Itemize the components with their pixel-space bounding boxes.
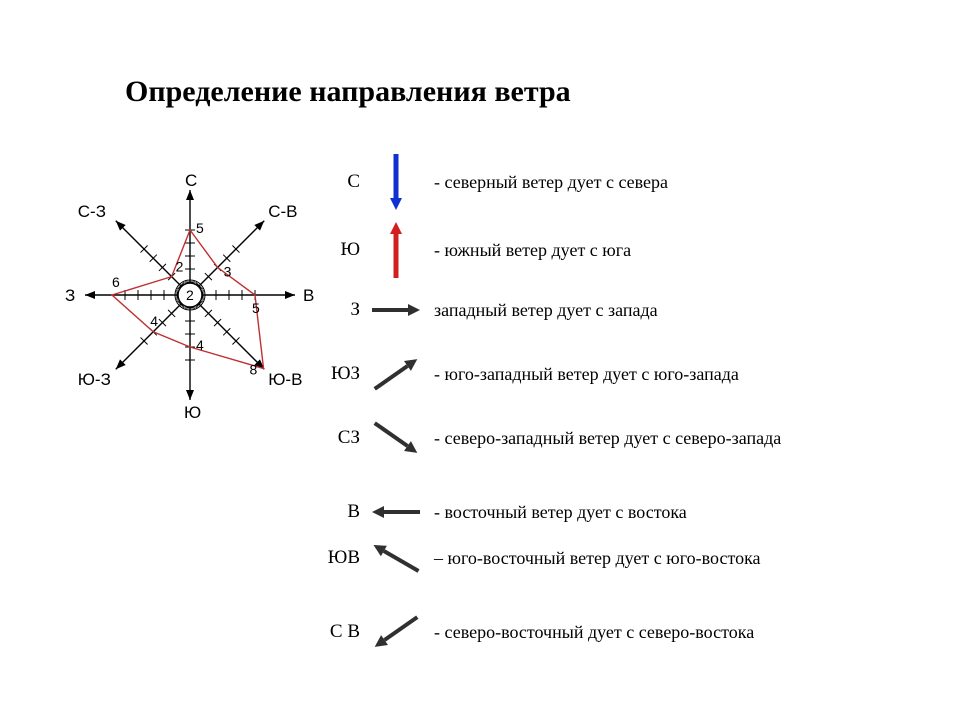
windrose-center-label: 2 xyxy=(186,287,194,303)
legend-label: ЮВ xyxy=(320,547,366,569)
legend-arrow xyxy=(366,418,426,458)
legend-text: – юго-восточный ветер дует с юго-востока xyxy=(426,548,761,569)
windrose-value: 4 xyxy=(196,337,204,353)
legend-row-z: Ззападный ветер дует с запада xyxy=(320,290,940,330)
legend-arrow xyxy=(366,148,426,216)
windrose-axis-label: Ю xyxy=(184,403,201,422)
page-title: Определение направления ветра xyxy=(125,75,571,109)
windrose-axis-label: Ю-З xyxy=(78,370,111,389)
windrose-value: 5 xyxy=(252,300,260,316)
legend-arrow xyxy=(366,492,426,532)
windrose-value: 3 xyxy=(224,263,232,279)
legend-row-v: В - восточный ветер дует с востока xyxy=(320,492,940,532)
windrose-axis-label: В xyxy=(303,286,314,305)
legend-label: ЮЗ xyxy=(320,363,366,385)
windrose-axis-label: С xyxy=(185,171,197,190)
legend-text: - южный ветер дует с юга xyxy=(426,240,631,261)
legend-label: СЗ xyxy=(320,427,366,449)
legend-text: - восточный ветер дует с востока xyxy=(426,502,687,523)
legend-arrow xyxy=(366,216,426,284)
legend-row-c: С - северный ветер дует с севера xyxy=(320,148,940,216)
legend-arrow xyxy=(366,354,426,394)
windrose-diagram: С С-В В Ю-В Ю Ю-З З С-З 5 3 5 8 4 4 6 22 xyxy=(50,150,330,440)
legend-label: В xyxy=(320,501,366,523)
windrose-value: 4 xyxy=(150,313,158,329)
legend-row-uz: ЮЗ - юго-западный ветер дует с юго-запада xyxy=(320,354,940,394)
windrose-axis-label: Ю-В xyxy=(268,370,302,389)
legend-label: С xyxy=(320,171,366,193)
legend-row-cz: СЗ - северо-западный ветер дует с северо-… xyxy=(320,418,940,458)
legend-text: западный ветер дует с запада xyxy=(426,300,658,321)
legend-row-uv: ЮВ – юго-восточный ветер дует с юго-восто… xyxy=(320,538,940,578)
legend-text: - северо-восточный дует с северо-востока xyxy=(426,622,754,643)
legend-arrow xyxy=(366,538,426,578)
windrose-value: 2 xyxy=(176,259,184,275)
legend-text: - северный ветер дует с севера xyxy=(426,172,668,193)
legend-row-cv: С В - северо-восточный дует с северо-вост… xyxy=(320,612,940,652)
windrose-axis-label: С-З xyxy=(78,202,106,221)
windrose-value: 8 xyxy=(250,362,258,378)
legend-arrow xyxy=(366,290,426,330)
legend-label: С В xyxy=(320,621,366,643)
legend-row-u: Ю - южный ветер дует с юга xyxy=(320,216,940,284)
windrose-value: 6 xyxy=(112,274,120,290)
legend-text: - юго-западный ветер дует с юго-запада xyxy=(426,364,739,385)
windrose-axis-label: З xyxy=(65,286,75,305)
legend-label: Ю xyxy=(320,239,366,261)
legend-label: З xyxy=(320,299,366,321)
windrose-axis-label: С-В xyxy=(268,202,297,221)
legend-arrow xyxy=(366,612,426,652)
legend-text: - северо-западный ветер дует с северо-за… xyxy=(426,428,781,449)
wind-legend: С - северный ветер дует с севера Ю - южный … xyxy=(320,148,940,652)
windrose-value: 5 xyxy=(196,220,204,236)
